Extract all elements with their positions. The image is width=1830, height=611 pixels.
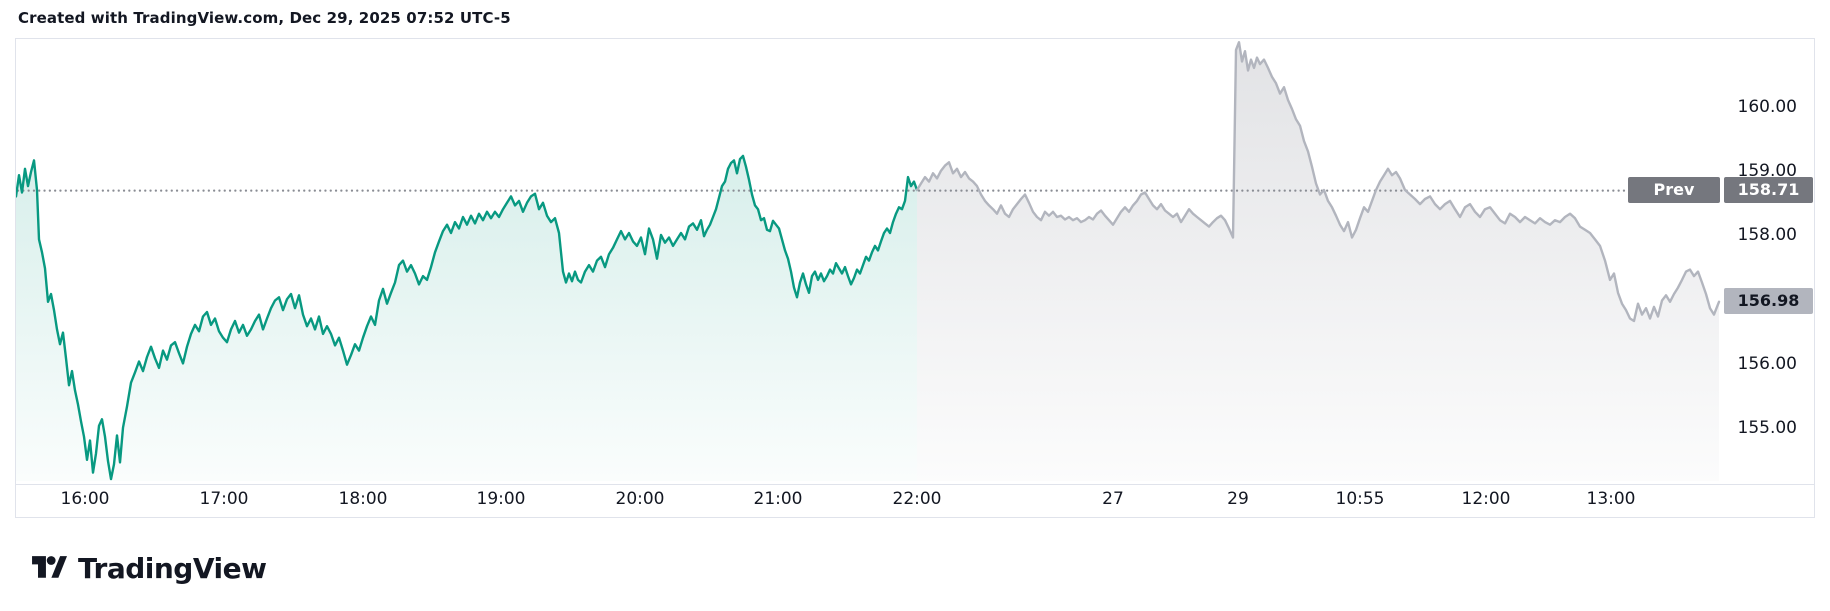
- regular-session-line: [16, 154, 919, 481]
- price-axis-label: 160.00: [1737, 97, 1797, 117]
- price-axis-label: 155.00: [1737, 418, 1797, 438]
- price-axis-label: 158.00: [1737, 225, 1797, 245]
- time-axis-label: 10:55: [1335, 489, 1385, 509]
- time-axis-label: 13:00: [1586, 489, 1636, 509]
- prev-close-value-badge: 158.71: [1724, 177, 1813, 203]
- price-chart-plot[interactable]: [16, 39, 1814, 517]
- price-axis-label: 159.00: [1737, 161, 1797, 181]
- price-axis-label: 156.00: [1737, 354, 1797, 374]
- prev-close-label-badge: Prev close: [1628, 177, 1720, 225]
- time-axis-label: 29: [1227, 489, 1249, 509]
- tradingview-logo-text: TradingView: [78, 552, 267, 585]
- extended-hours-area-fill: [917, 42, 1719, 481]
- time-axis-label: 21:00: [753, 489, 803, 509]
- tradingview-logo[interactable]: TradingView: [30, 550, 267, 587]
- time-axis-label: 27: [1102, 489, 1124, 509]
- time-axis-separator: [16, 484, 1814, 485]
- time-axis-label: 16:00: [60, 489, 110, 509]
- time-axis-label: 18:00: [338, 489, 388, 509]
- extended-hours-line: [915, 41, 1721, 323]
- last-price-badge: 156.98: [1724, 288, 1813, 314]
- time-axis-label: 19:00: [476, 489, 526, 509]
- chart-panel: [15, 38, 1815, 518]
- time-axis-label: 20:00: [615, 489, 665, 509]
- regular-session-area-fill: [16, 155, 917, 481]
- tradingview-logo-icon: [32, 556, 67, 578]
- attribution-text: Created with TradingView.com, Dec 29, 20…: [18, 9, 511, 27]
- time-axis-label: 12:00: [1461, 489, 1511, 509]
- time-axis-label: 22:00: [892, 489, 942, 509]
- time-axis-label: 17:00: [199, 489, 249, 509]
